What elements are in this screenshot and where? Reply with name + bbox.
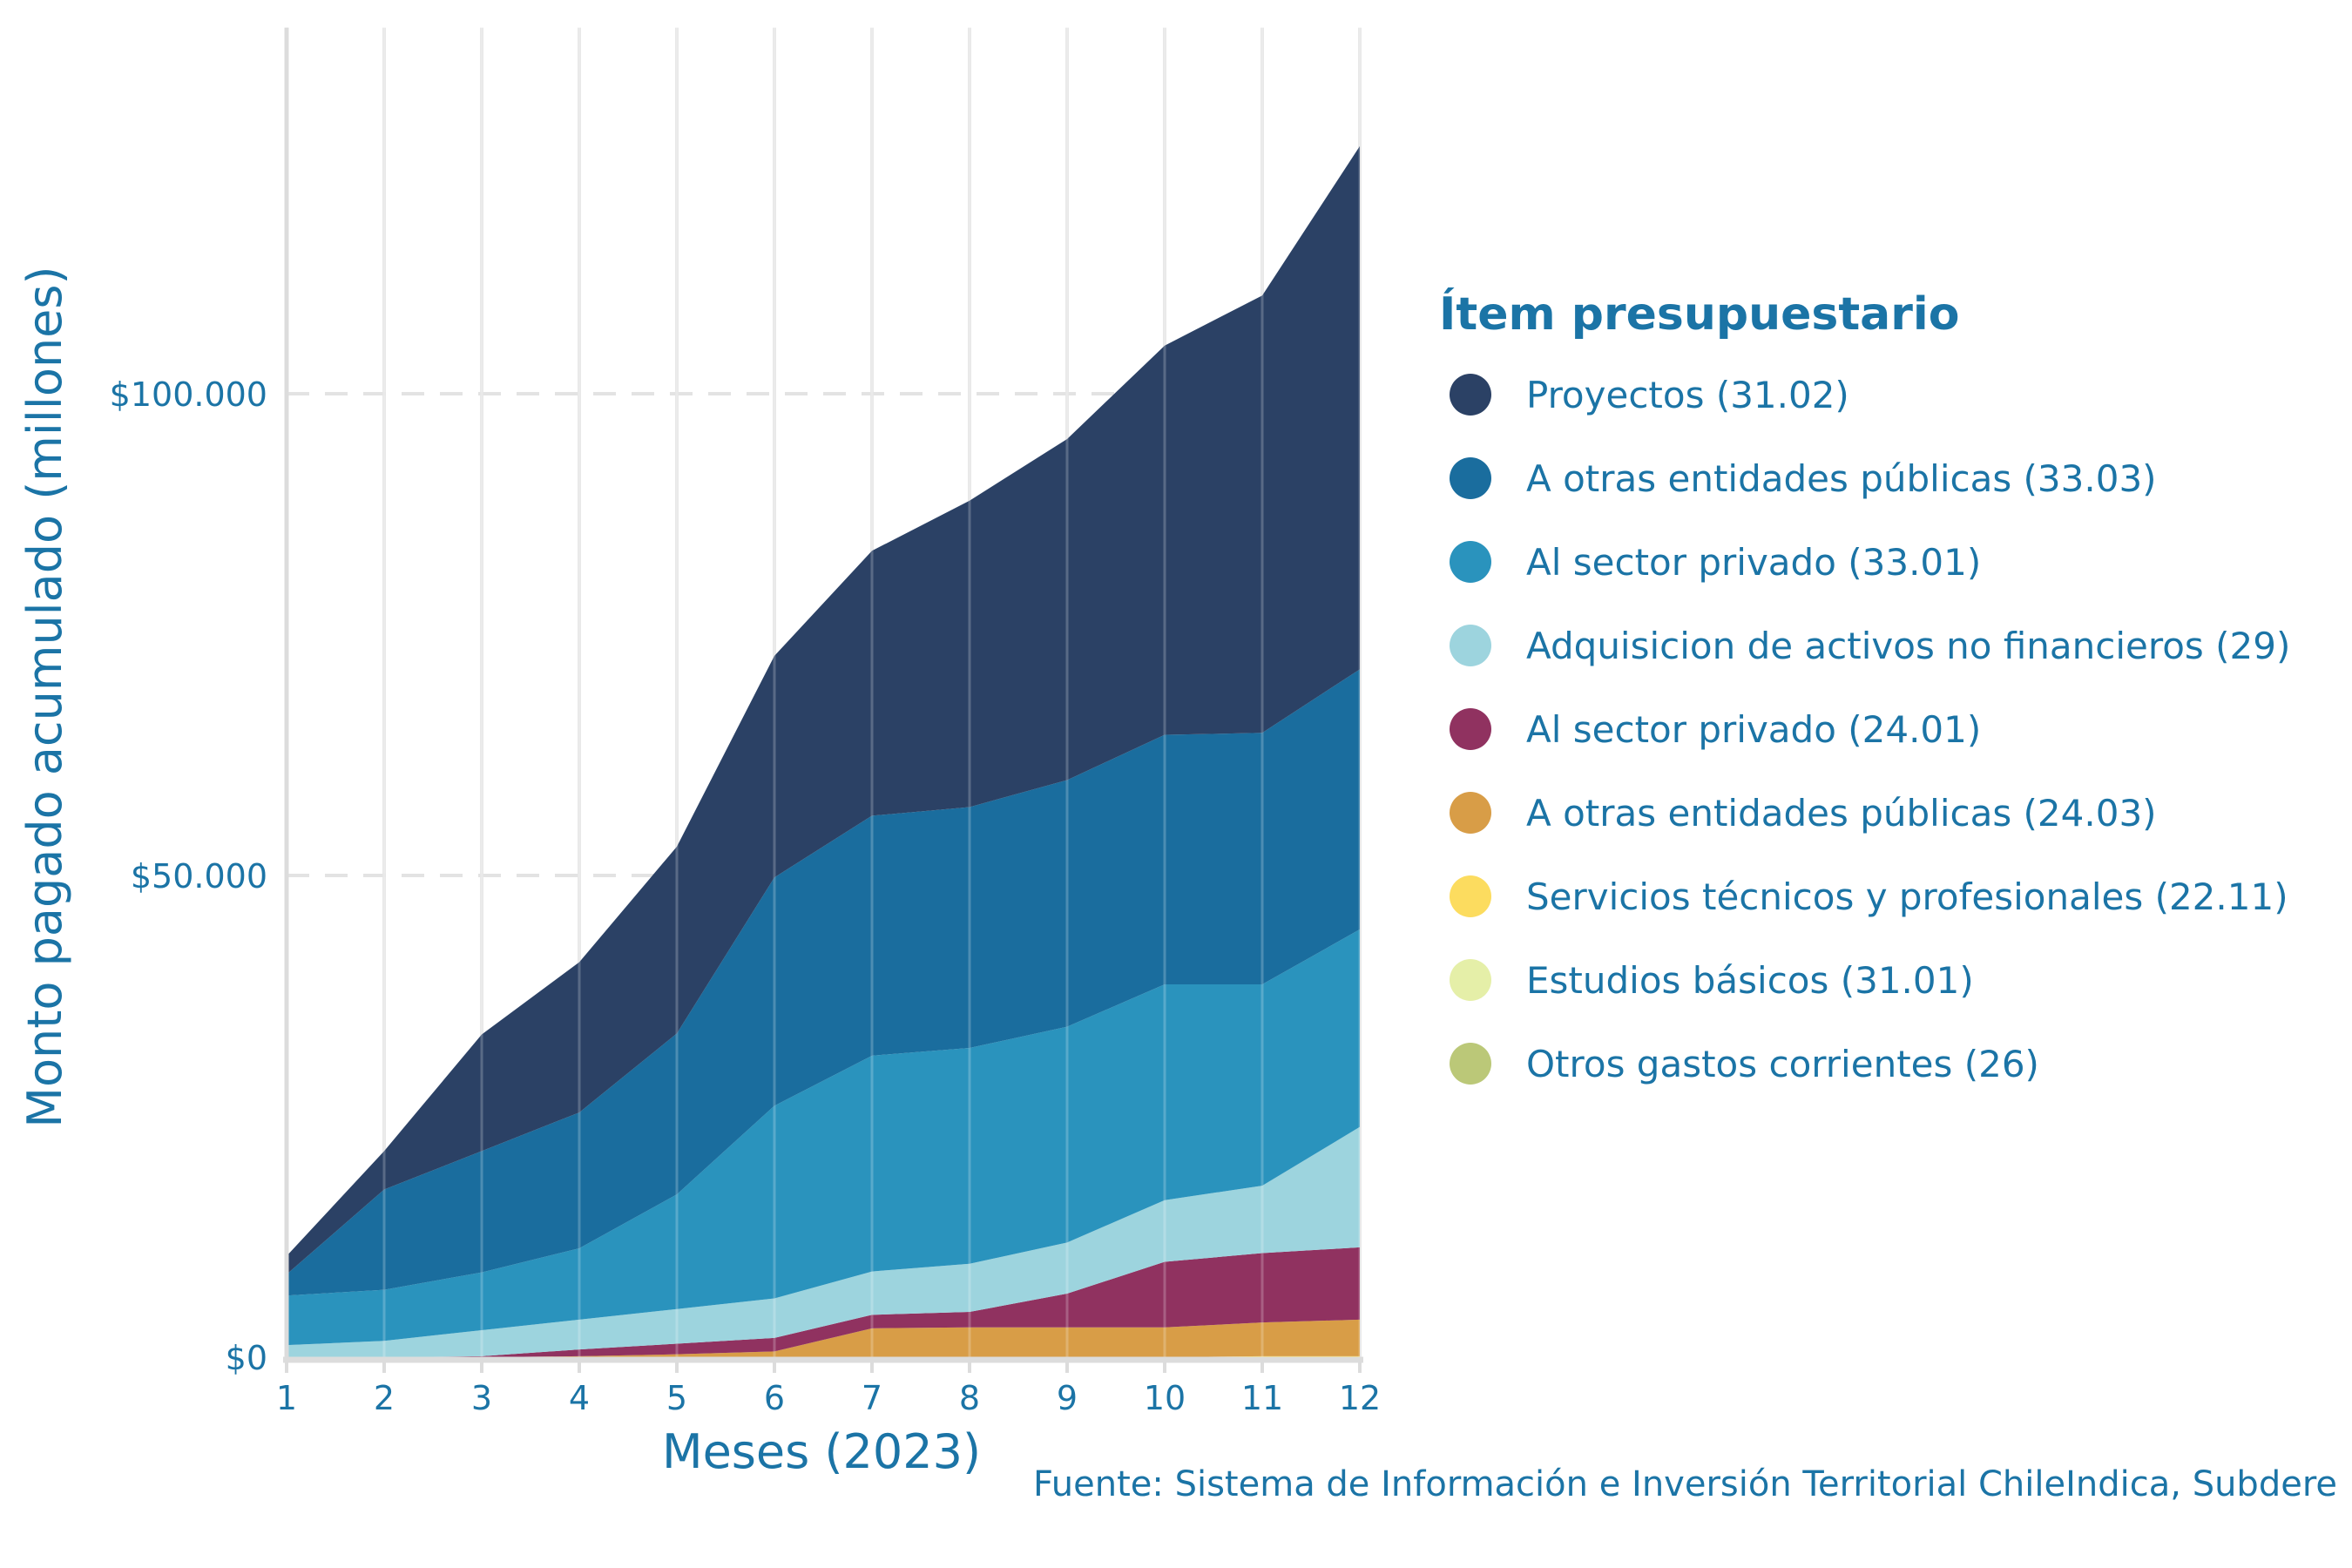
- legend-swatch: [1450, 541, 1491, 583]
- legend-swatch: [1450, 457, 1491, 499]
- legend-label: Proyectos (31.02): [1526, 374, 1849, 416]
- legend-swatch: [1450, 625, 1491, 666]
- legend-item: Al sector privado (33.01): [1450, 541, 1981, 584]
- area-adquisicion-de-activos-no-financieros-29-: [287, 1126, 1360, 1357]
- legend-label: Al sector privado (24.01): [1526, 708, 1981, 751]
- area-al-sector-privado-24-01-: [287, 1247, 1360, 1357]
- x-tick-label: 12: [1339, 1379, 1381, 1417]
- legend-label: A otras entidades públicas (33.03): [1526, 457, 2157, 500]
- legend-label: Estudios básicos (31.01): [1526, 959, 1974, 1002]
- legend-label: Servicios técnicos y profesionales (22.1…: [1526, 875, 2288, 918]
- x-tick-label: 10: [1144, 1379, 1186, 1417]
- x-tick-label: 4: [569, 1379, 590, 1417]
- legend-item: A otras entidades públicas (24.03): [1450, 792, 2157, 835]
- y-tick-label: $0: [226, 1339, 267, 1377]
- legend-swatch: [1450, 792, 1491, 834]
- legend-item: Proyectos (31.02): [1450, 374, 1849, 416]
- legend-swatch: [1450, 708, 1491, 750]
- source-caption: Fuente: Sistema de Información e Inversi…: [1033, 1464, 2337, 1504]
- x-tick-label: 7: [862, 1379, 882, 1417]
- legend-item: Otros gastos corrientes (26): [1450, 1043, 2039, 1085]
- x-tick-label: 1: [276, 1379, 297, 1417]
- legend-item: A otras entidades públicas (33.03): [1450, 457, 2157, 500]
- legend-swatch: [1450, 959, 1491, 1001]
- legend-label: Adquisicion de activos no financieros (2…: [1526, 625, 2290, 667]
- legend-item: Estudios básicos (31.01): [1450, 959, 1974, 1002]
- areas: [287, 145, 1360, 1357]
- x-tick-label: 9: [1057, 1379, 1078, 1417]
- legend-item: Al sector privado (24.01): [1450, 708, 1981, 751]
- overlay-gridlines: [285, 27, 1362, 1357]
- y-axis-title: Monto pagado acumulado (millones): [17, 266, 72, 1127]
- legend: Proyectos (31.02) A otras entidades públi…: [1450, 374, 2290, 1085]
- x-tick-label: 3: [471, 1379, 492, 1417]
- area-a-otras-entidades-p-blicas-33-03-: [287, 669, 1360, 1296]
- legend-title: Ítem presupuestario: [1439, 287, 1959, 341]
- legend-label: A otras entidades públicas (24.03): [1526, 792, 2157, 835]
- x-tick-label: 5: [666, 1379, 687, 1417]
- legend-label: Otros gastos corrientes (26): [1526, 1043, 2039, 1085]
- x-tick-label: 8: [959, 1379, 980, 1417]
- area-al-sector-privado-33-01-: [287, 929, 1360, 1346]
- y-tick-labels: $0 $50.000 $100.000: [110, 375, 267, 1377]
- y-tick-label: $100.000: [110, 375, 267, 414]
- x-tick-labels: 1 2 3 4 5 6 7 8 9 10 11 12: [276, 1379, 1381, 1417]
- legend-item: Adquisicion de activos no financieros (2…: [1450, 625, 2290, 667]
- x-tick-label: 11: [1241, 1379, 1283, 1417]
- x-tick-label: 2: [374, 1379, 395, 1417]
- x-axis-title: Meses (2023): [662, 1424, 981, 1479]
- x-tick-label: 6: [764, 1379, 785, 1417]
- y-tick-label: $50.000: [131, 857, 267, 896]
- legend-item: Servicios técnicos y profesionales (22.1…: [1450, 875, 2288, 918]
- area-proyectos-31-02-: [287, 145, 1360, 1274]
- legend-swatch: [1450, 374, 1491, 416]
- legend-swatch: [1450, 1043, 1491, 1085]
- legend-swatch: [1450, 875, 1491, 917]
- axes: [283, 27, 1363, 1373]
- legend-label: Al sector privado (33.01): [1526, 541, 1981, 584]
- area-a-otras-entidades-p-blicas-24-03-: [287, 1319, 1360, 1357]
